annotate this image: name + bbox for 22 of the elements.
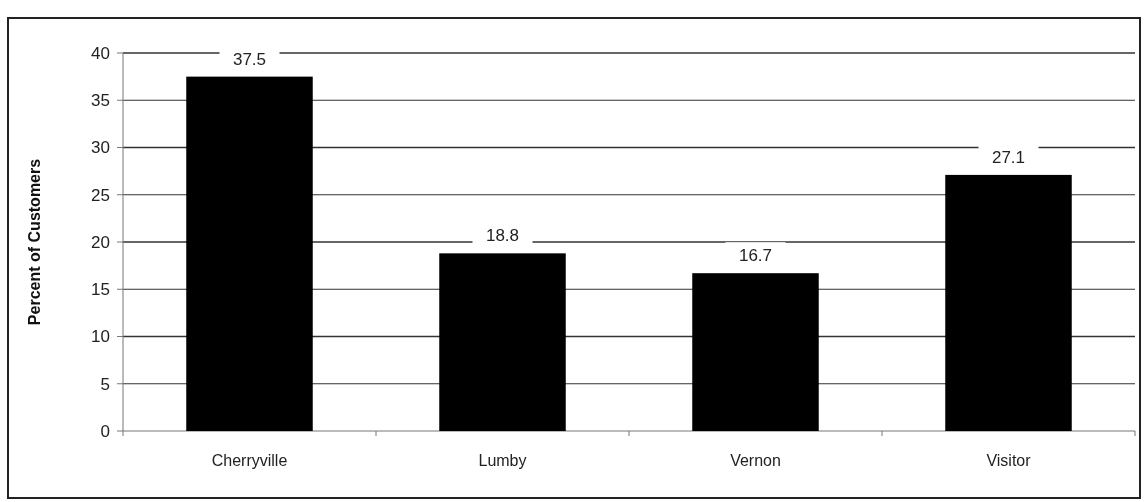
y-tick-label: 30 bbox=[91, 138, 110, 158]
y-tick-label: 10 bbox=[91, 327, 110, 347]
bar bbox=[439, 253, 566, 431]
bar bbox=[945, 174, 1072, 431]
y-tick-label: 40 bbox=[91, 43, 110, 63]
y-axis-title: Percent of Customers bbox=[26, 158, 43, 326]
y-tick-label: 15 bbox=[91, 280, 110, 300]
x-tick-label: Vernon bbox=[730, 452, 781, 469]
y-tick-label: 35 bbox=[91, 91, 110, 111]
y-tick-label: 5 bbox=[100, 374, 110, 394]
y-tick-label: 0 bbox=[100, 421, 110, 441]
y-tick-label: 25 bbox=[91, 185, 110, 205]
data-label: 27.1 bbox=[991, 147, 1026, 167]
x-tick-label: Visitor bbox=[986, 452, 1032, 469]
data-label: 16.7 bbox=[738, 246, 773, 266]
data-label: 18.8 bbox=[485, 226, 520, 246]
data-label: 37.5 bbox=[232, 49, 267, 69]
x-tick-label: Lumby bbox=[478, 452, 527, 469]
bar bbox=[692, 273, 819, 431]
bar bbox=[186, 76, 313, 431]
y-tick-label: 20 bbox=[91, 232, 110, 252]
x-tick-label: Cherryville bbox=[211, 452, 288, 469]
